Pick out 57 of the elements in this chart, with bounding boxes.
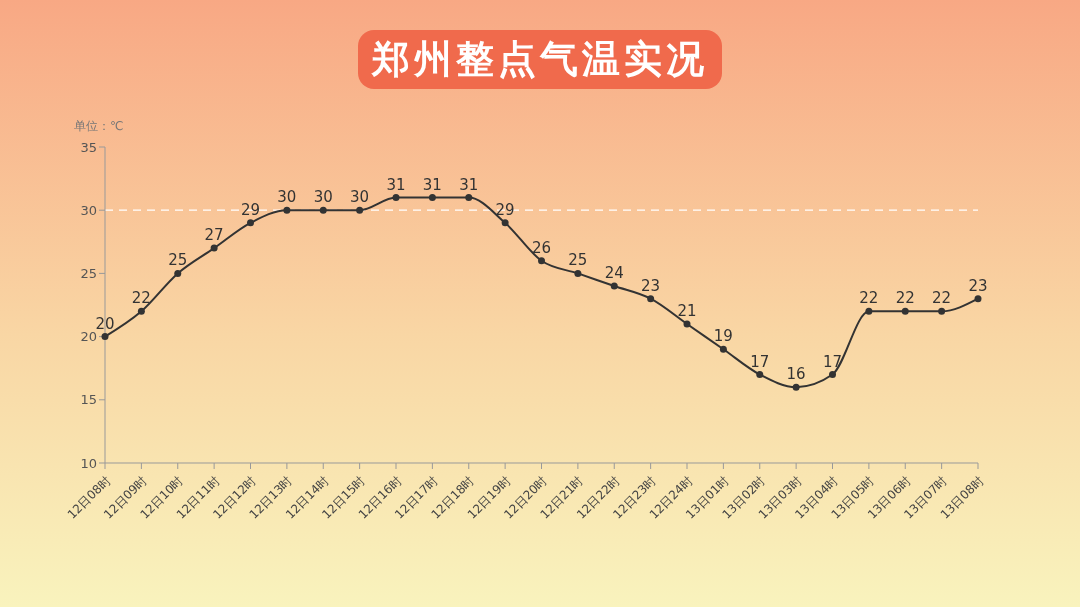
point bbox=[465, 194, 473, 202]
data-label: 31 bbox=[386, 175, 406, 194]
point bbox=[319, 206, 327, 214]
y-tick-label: 15 bbox=[80, 392, 97, 408]
point bbox=[647, 295, 655, 303]
point bbox=[428, 194, 436, 202]
point bbox=[283, 206, 291, 214]
data-label: 31 bbox=[459, 175, 479, 194]
point bbox=[829, 371, 836, 379]
data-label: 24 bbox=[604, 264, 624, 283]
data-label: 25 bbox=[168, 251, 188, 270]
point bbox=[356, 206, 364, 214]
point bbox=[938, 307, 946, 315]
point bbox=[792, 383, 800, 391]
data-label: 29 bbox=[240, 200, 261, 219]
data-label: 21 bbox=[677, 301, 697, 320]
data-label: 22 bbox=[131, 289, 151, 308]
data-label: 27 bbox=[204, 226, 224, 245]
point bbox=[974, 295, 982, 303]
point bbox=[247, 219, 254, 227]
point bbox=[610, 282, 618, 290]
point bbox=[174, 269, 182, 277]
data-label: 22 bbox=[932, 289, 952, 308]
data-label: 25 bbox=[568, 251, 588, 270]
chart-title: 郑州整点气温实况 bbox=[358, 30, 722, 89]
data-label: 26 bbox=[531, 238, 552, 257]
point bbox=[756, 371, 764, 379]
data-label: 22 bbox=[895, 289, 915, 308]
data-label: 20 bbox=[95, 314, 115, 333]
y-axis-title: 单位：℃ bbox=[74, 118, 124, 135]
point bbox=[865, 307, 873, 315]
point bbox=[901, 307, 909, 315]
y-tick-label: 25 bbox=[80, 266, 97, 282]
data-label: 17 bbox=[750, 352, 770, 371]
data-label: 16 bbox=[786, 365, 806, 384]
y-tick-label: 20 bbox=[80, 329, 97, 345]
point bbox=[501, 219, 509, 227]
y-tick-label: 10 bbox=[80, 455, 97, 471]
data-label: 31 bbox=[422, 175, 442, 194]
point bbox=[538, 257, 545, 265]
data-label: 23 bbox=[641, 276, 661, 295]
point bbox=[683, 320, 691, 328]
point bbox=[392, 194, 400, 202]
point bbox=[210, 244, 218, 252]
data-label: 29 bbox=[495, 200, 515, 219]
point bbox=[137, 307, 145, 315]
data-label: 30 bbox=[350, 188, 370, 207]
data-label: 30 bbox=[277, 188, 297, 207]
y-tick-label: 35 bbox=[80, 139, 97, 155]
point bbox=[574, 269, 582, 277]
point bbox=[719, 345, 727, 353]
data-label: 19 bbox=[713, 327, 733, 346]
data-label: 30 bbox=[313, 188, 333, 207]
data-label: 23 bbox=[968, 276, 988, 295]
y-tick-label: 30 bbox=[80, 202, 97, 218]
data-label: 22 bbox=[859, 289, 879, 308]
data-label: 17 bbox=[822, 352, 843, 371]
